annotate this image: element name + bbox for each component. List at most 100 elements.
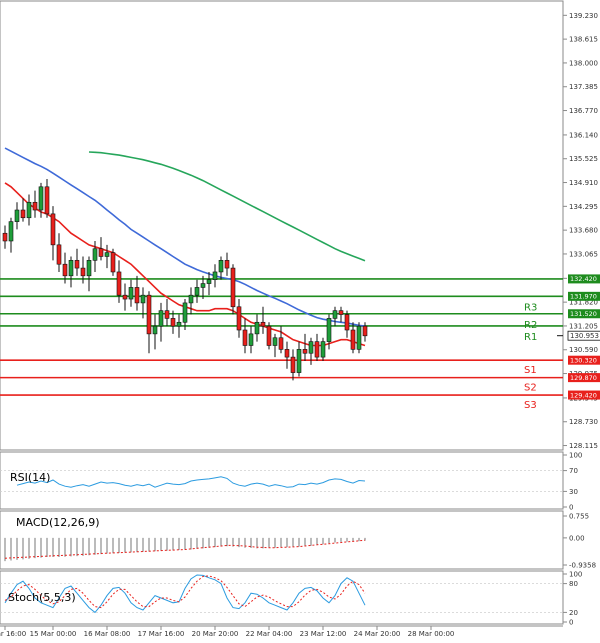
moving-average-line [88,151,366,262]
macd-label: MACD(12,26,9) [16,516,100,529]
time-tick-label: 16 Mar 08:00 [84,630,131,638]
price-tick-label: 131.820 [569,299,598,307]
time-tick-label: 23 Mar 12:00 [300,630,347,638]
macd-signal-line [4,539,366,559]
level-name-label: S3 [524,400,537,411]
candle-body [236,306,242,331]
level-name-label: S2 [524,383,537,394]
candle-body [2,232,8,242]
candle-body [56,244,62,265]
level-price-badge [568,309,600,319]
indicator-tick-label: 30 [569,488,578,496]
indicator-tick-label: 0.00 [569,534,585,542]
candle-body [104,252,110,257]
level-price-badge-text: 132.420 [570,275,597,283]
candle-body [224,260,230,269]
time-tick-label: 17 Mar 16:00 [138,630,185,638]
candle-body [164,310,170,319]
candle-body [62,263,68,277]
candle-body [86,260,92,277]
candle-body [92,248,98,261]
candle-body [32,201,38,211]
current-price-text: 130.953 [570,332,599,340]
candle-body [26,201,32,219]
candle-body [194,287,200,296]
candle-body [68,260,74,277]
main-price-ticks: 139.230 138.615 138.000 137.385 136.770 136.1… [569,12,598,450]
candle-body [218,260,224,273]
candle-body [8,221,14,242]
moving-average-line [4,147,366,327]
level-name-label: R3 [524,302,537,313]
candle-body [80,267,86,277]
candle-body [38,186,44,211]
candle-body [350,329,356,350]
level-lines: 132.420R3131.970R2131.520R1S1130.320S212… [0,274,600,411]
price-tick-label: 135.525 [569,155,598,163]
main-plot-frame [0,0,564,451]
candle-body [254,321,260,335]
candle-body [110,252,116,273]
candle-body [272,337,278,346]
candle-body [326,318,332,342]
candle-body [332,310,338,319]
candle-body [74,260,80,269]
level-price-badge-text: 130.320 [570,357,597,365]
price-tick-label: 134.295 [569,203,598,211]
price-tick-label: 134.910 [569,179,598,187]
time-axis: 2 Mar 16:00 15 Mar 00:00 16 Mar 08:00 17 Ma… [0,625,563,638]
candle-body [230,267,236,308]
level-name-label: R1 [524,332,537,343]
candle-body [20,209,26,219]
candle-body [116,271,122,296]
level-price-badge-text: 131.520 [570,310,597,318]
stoch-label: Stoch(5,5,3) [8,591,76,604]
time-tick-label: 24 Mar 20:00 [354,630,401,638]
candle-body [170,318,176,327]
level-price-badge [568,291,600,301]
candle-body [320,341,326,358]
price-tick-label: 138.615 [569,36,598,44]
indicator-tick-label: 80 [569,580,578,588]
price-tick-label: 138.000 [569,59,598,67]
price-tick-label: 137.385 [569,83,598,91]
candle-body [278,337,284,350]
candle-body [356,325,362,350]
main-grid [563,14,567,447]
candle-body [206,279,212,284]
stoch-panel-frame [0,570,564,625]
candle-body [128,287,134,300]
price-tick-label: 128.730 [569,418,598,426]
price-tick-label: 131.205 [569,322,598,330]
stoch-d-line [4,575,366,609]
indicator-tick-label: 20 [569,609,578,617]
candlesticks [2,179,368,381]
price-tick-label: 130.590 [569,346,598,354]
rsi-panel-frame [0,451,564,510]
macd-panel: 0.755 0.00 -0.9358 [4,513,596,570]
candle-body [152,325,158,335]
candle-body [260,321,266,327]
candle-body [134,287,140,304]
stoch-k-line [4,574,366,614]
candle-body [308,341,314,354]
price-tick-label: 133.680 [569,227,598,235]
candle-body [140,294,146,304]
candle-body [188,294,194,304]
candle-body [344,314,350,331]
level-price-badge [568,355,600,365]
indicator-tick-label: 0 [569,619,573,627]
time-tick-label: 28 Mar 00:00 [408,630,455,638]
candle-body [122,294,128,300]
candle-body [44,186,50,215]
candle-body [98,248,104,257]
candle-body [14,209,20,222]
price-tick-label: 139.230 [569,12,598,20]
candle-body [50,213,56,246]
candle-body [284,349,290,358]
candle-body [158,310,164,327]
time-tick-label: 15 Mar 00:00 [30,630,77,638]
candle-body [248,333,254,346]
